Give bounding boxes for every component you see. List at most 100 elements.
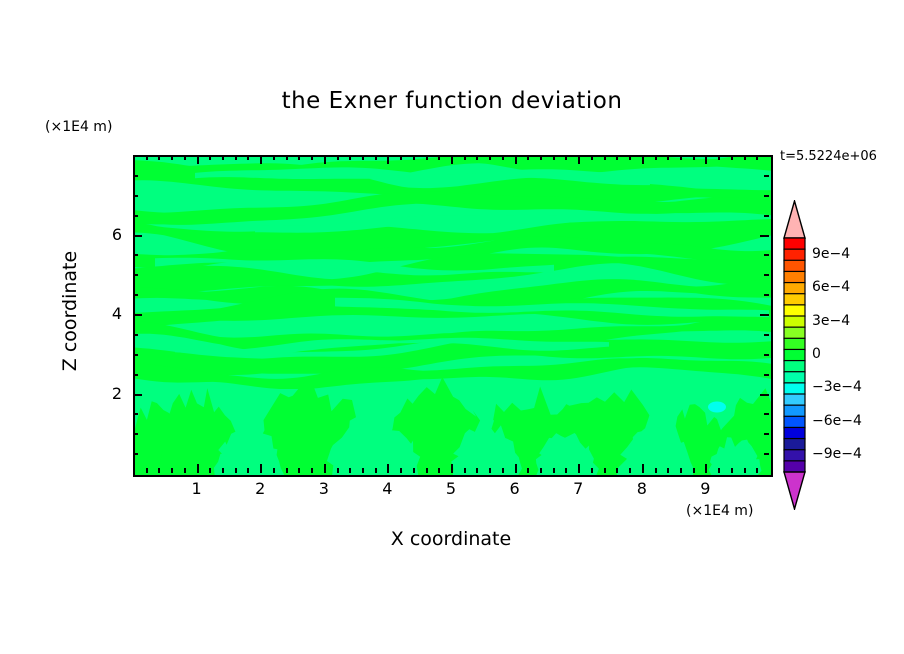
x-tick-minor-top — [247, 155, 249, 160]
colorbar-tick-label: −6e−4 — [812, 412, 862, 429]
x-tick-minor-top — [553, 155, 555, 160]
x-tick-minor — [616, 468, 618, 473]
x-tick-minor-top — [591, 155, 593, 160]
contour-plume — [451, 419, 522, 475]
contour-plume — [708, 437, 762, 475]
x-tick-major-top — [451, 155, 453, 164]
y-tick-label: 2 — [111, 383, 122, 403]
colorbar-band — [783, 337, 806, 351]
y-tick-minor-right — [764, 175, 769, 177]
x-tick-minor — [604, 468, 606, 473]
x-tick-minor — [311, 468, 313, 473]
colorbar-band — [783, 348, 806, 362]
x-tick-minor-top — [616, 155, 618, 160]
colorbar — [783, 200, 806, 510]
colorbar-band — [783, 382, 806, 396]
x-tick-major — [451, 464, 453, 473]
x-tick-minor — [413, 468, 415, 473]
x-tick-minor — [655, 468, 657, 473]
x-tick-minor — [565, 468, 567, 473]
colorbar-band — [783, 259, 806, 273]
x-axis-title: X coordinate — [390, 528, 512, 550]
x-tick-minor — [286, 468, 288, 473]
contour-inclusion — [255, 213, 731, 233]
y-tick-major-right — [760, 394, 769, 396]
x-tick-minor-top — [426, 155, 428, 160]
x-tick-major-top — [324, 155, 326, 164]
x-tick-minor — [375, 468, 377, 473]
colorbar-band — [783, 415, 806, 429]
x-tick-major-top — [705, 155, 707, 164]
x-tick-major-top — [387, 155, 389, 164]
colorbar-tick-label: 3e−4 — [812, 312, 851, 329]
y-tick-label: 4 — [111, 304, 122, 323]
y-tick-label: 6 — [111, 224, 122, 244]
y-tick-minor — [133, 254, 138, 256]
x-tick-minor — [540, 468, 542, 473]
colorbar-band — [783, 293, 806, 306]
x-tick-minor-top — [655, 155, 657, 160]
x-tick-minor-top — [158, 155, 160, 160]
y-tick-minor — [133, 294, 138, 296]
y-tick-major-right — [760, 235, 769, 237]
contour-plume — [535, 433, 599, 475]
x-tick-minor-top — [413, 155, 415, 160]
y-tick-minor — [133, 433, 138, 435]
contour-plume — [150, 388, 243, 475]
x-tick-minor-top — [731, 155, 733, 160]
x-tick-minor-top — [604, 155, 606, 160]
x-tick-minor — [362, 468, 364, 473]
colorbar-band — [783, 437, 806, 451]
contour-inclusion — [335, 297, 769, 318]
colorbar-band — [783, 449, 806, 462]
colorbar-band — [783, 326, 806, 340]
colorbar-band — [783, 281, 806, 295]
contour-inclusion — [195, 167, 650, 186]
y-tick-minor-right — [764, 334, 769, 336]
x-tick-minor — [247, 468, 249, 473]
y-tick-minor-right — [764, 374, 769, 376]
y-tick-minor-right — [764, 413, 769, 415]
x-tick-minor — [756, 468, 758, 473]
y-tick-minor — [133, 453, 138, 455]
y-tick-minor-right — [764, 254, 769, 256]
timestamp-annotation: t=5.5224e+06 — [780, 149, 877, 164]
x-tick-minor — [693, 468, 695, 473]
x-tick-minor — [731, 468, 733, 473]
x-tick-minor-top — [337, 155, 339, 160]
x-tick-major — [324, 464, 326, 473]
colorbar-band — [783, 460, 806, 474]
x-tick-minor — [744, 468, 746, 473]
x-tick-minor — [489, 468, 491, 473]
colorbar-tick-label: −9e−4 — [812, 446, 862, 463]
colorbar-band — [783, 248, 806, 262]
x-tick-minor — [476, 468, 478, 473]
y-axis-unit-label: (×1E4 m) — [45, 119, 113, 135]
contour-plume — [326, 415, 421, 475]
colorbar-band — [783, 359, 806, 373]
y-tick-minor-right — [764, 294, 769, 296]
contour-plot-area — [133, 155, 773, 477]
x-tick-minor — [337, 468, 339, 473]
x-tick-minor — [235, 468, 237, 473]
x-tick-minor-top — [222, 155, 224, 160]
x-tick-minor — [184, 468, 186, 473]
x-tick-minor-top — [400, 155, 402, 160]
colorbar-tick-label: 6e−4 — [812, 279, 851, 296]
contour-stripe — [135, 338, 771, 375]
contour-stripe — [135, 358, 771, 390]
x-tick-label: 1 — [191, 479, 202, 498]
x-tick-major — [387, 464, 389, 473]
x-tick-minor-top — [540, 155, 542, 160]
y-tick-minor — [133, 274, 138, 276]
contour-stripe — [135, 312, 771, 353]
x-tick-major — [705, 464, 707, 473]
x-tick-label: 9 — [700, 479, 711, 498]
x-tick-minor-top — [527, 155, 529, 160]
y-tick-minor-right — [764, 453, 769, 455]
negative-anomaly-blob — [708, 401, 726, 413]
x-tick-minor-top — [744, 155, 746, 160]
x-tick-minor — [464, 468, 466, 473]
x-tick-major-top — [642, 155, 644, 164]
contour-inclusion — [155, 257, 554, 276]
